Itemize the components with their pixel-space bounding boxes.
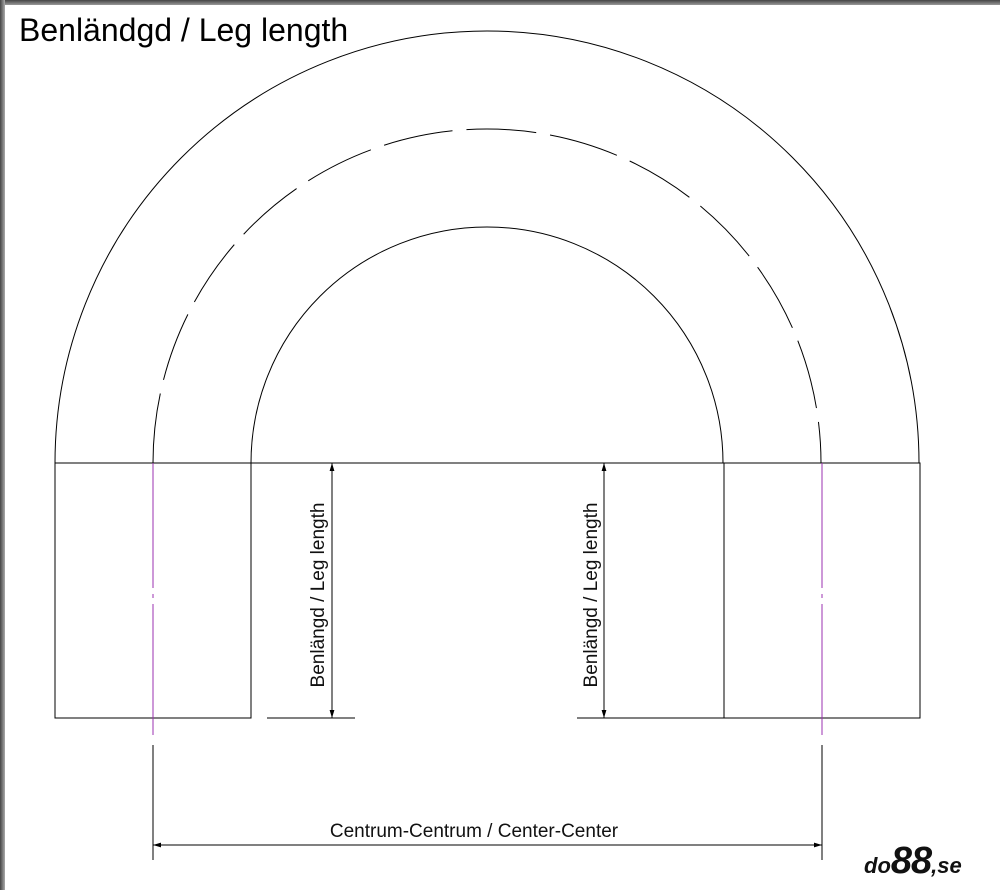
page-title: Benländgd / Leg length bbox=[19, 12, 349, 48]
frame-border-top bbox=[0, 0, 1000, 5]
center-center-label: Centrum-Centrum / Center-Center bbox=[330, 821, 619, 842]
leg-length-label-left: Benlängd / Leg length bbox=[308, 503, 329, 688]
center-arc bbox=[152, 128, 822, 464]
do88-logo: do88,se bbox=[864, 840, 962, 882]
leg-length-label-right: Benlängd / Leg length bbox=[581, 503, 602, 688]
frame-border-left bbox=[0, 0, 5, 890]
outer-arc bbox=[54, 30, 920, 464]
inner-arc bbox=[250, 226, 724, 464]
